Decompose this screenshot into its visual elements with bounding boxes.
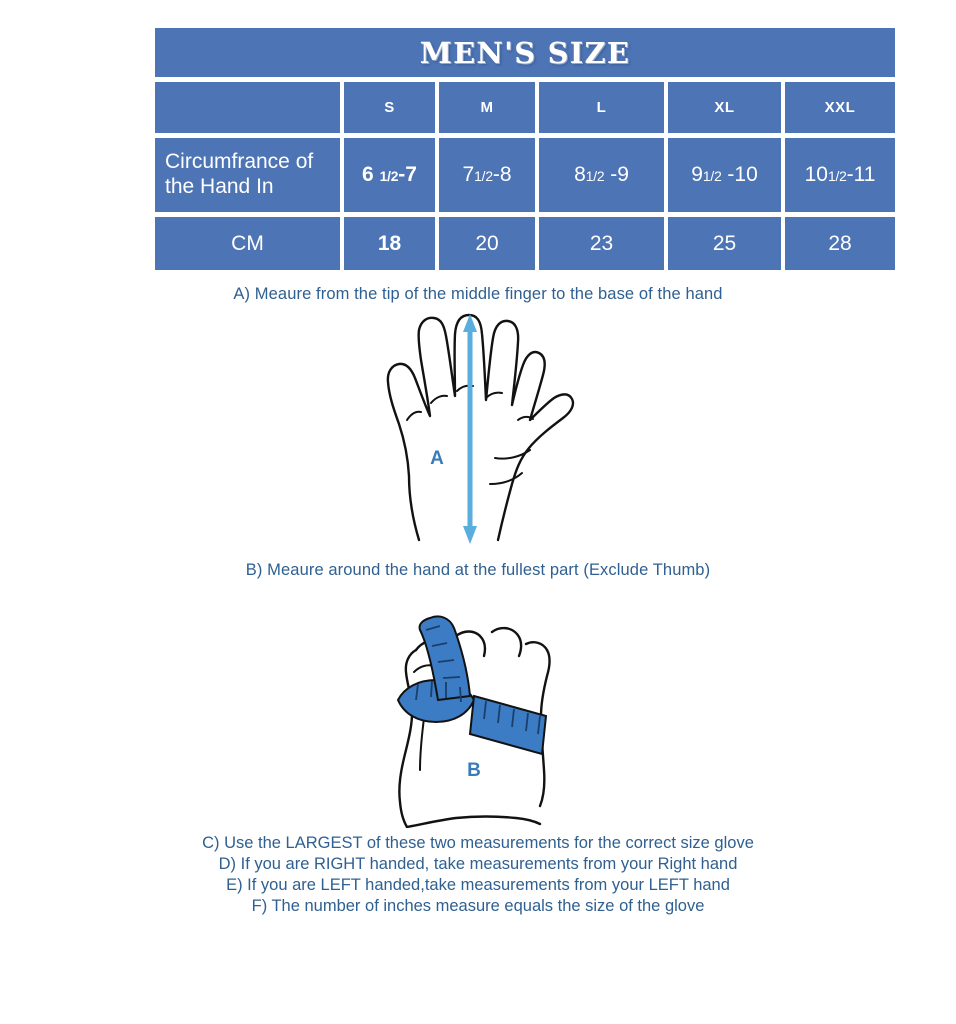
- cell-inches-s-frac: 1/2: [379, 168, 399, 184]
- cell-inches-l-rest: -9: [604, 163, 629, 186]
- cell-inches-xl-rest: -10: [721, 163, 758, 186]
- cell-cm-m: 20: [439, 217, 535, 270]
- cell-inches-s-whole: 6: [362, 163, 374, 186]
- cell-inches-xxl-whole: 10: [804, 163, 828, 186]
- tape-tail-upper: [418, 615, 472, 702]
- hand-outline-path: [386, 313, 575, 542]
- instruction-f: F) The number of inches measure equals t…: [251, 897, 705, 915]
- hand-circumference-svg: B: [396, 615, 551, 829]
- diagram-b-label: B: [467, 760, 481, 781]
- fist-knuckle-middle: [490, 626, 523, 658]
- table-title-row: MEN'S SIZE: [155, 28, 896, 77]
- tape-ticks-tail: [425, 625, 461, 679]
- tape-ticks-right: [483, 700, 541, 735]
- size-chart-table-wrapper: MEN'S SIZE S M L XL XXL Circumfrance of t…: [155, 28, 896, 270]
- cell-inches-m-whole: 7: [462, 163, 475, 186]
- row-label-line1: Circumfrance of: [165, 150, 314, 174]
- table-row-circumference: Circumfrance of the Hand In 6 1/2-7 71/2-…: [155, 138, 896, 212]
- hand-circumference-diagram: B: [378, 588, 588, 829]
- page-title: MEN'S SIZE: [155, 28, 896, 77]
- fold-c: [419, 717, 425, 771]
- header-cell-blank: [155, 82, 340, 133]
- cell-inches-xl: 91/2 -10: [668, 138, 781, 212]
- arrow-head-bottom: [463, 526, 477, 544]
- hand-length-diagram: A: [378, 308, 588, 553]
- row-label-line2: the Hand In: [165, 175, 274, 198]
- cell-inches-xxl: 101/2-11: [785, 138, 896, 212]
- crease-pinky: [406, 410, 422, 421]
- crease-palm: [489, 472, 523, 485]
- tape-ticks-left: [415, 680, 462, 703]
- fist-bottom-edge: [405, 815, 542, 829]
- row-label-circumference: Circumfrance of the Hand In: [155, 138, 340, 212]
- header-cell-xxl: XXL: [785, 82, 896, 133]
- instruction-c: C) Use the LARGEST of these two measurem…: [202, 834, 754, 852]
- hand-length-svg: A: [386, 313, 575, 544]
- cell-cm-s: 18: [344, 217, 435, 270]
- measuring-tape: [396, 615, 548, 756]
- cell-inches-l-frac: 1/2: [585, 168, 605, 184]
- arrow-head-top: [463, 314, 477, 332]
- tape-band-right: [468, 694, 548, 756]
- header-cell-xl: XL: [668, 82, 781, 133]
- cell-inches-l-whole: 8: [574, 163, 586, 186]
- instruction-list: C) Use the LARGEST of these two measurem…: [0, 833, 956, 917]
- row-label-cm: CM: [155, 217, 340, 270]
- cell-cm-l: 23: [539, 217, 664, 270]
- size-chart-table: MEN'S SIZE S M L XL XXL Circumfrance of t…: [151, 23, 899, 275]
- cell-inches-s-rest: -7: [398, 163, 417, 186]
- cell-inches-m: 71/2-8: [439, 138, 535, 212]
- fist-knuckle-ring: [454, 630, 487, 658]
- cell-inches-xl-whole: 9: [691, 163, 703, 186]
- table-row-cm: CM 18 20 23 25 28: [155, 217, 896, 270]
- header-cell-s: S: [344, 82, 435, 133]
- instruction-e: E) If you are LEFT handed,take measureme…: [226, 876, 730, 894]
- table-header-row: S M L XL XXL: [155, 82, 896, 133]
- header-cell-m: M: [439, 82, 535, 133]
- fist-left-edge: [398, 648, 418, 829]
- open-hand-outline: [386, 313, 575, 542]
- cell-cm-xxl: 28: [785, 217, 896, 270]
- instruction-b: B) Meaure around the hand at the fullest…: [245, 561, 711, 579]
- measurement-arrow-a: [463, 314, 477, 544]
- header-cell-l: L: [539, 82, 664, 133]
- crease-thumb-top: [517, 415, 534, 421]
- finger-crease-marks: [406, 384, 534, 485]
- crease-thumb-base: [494, 449, 531, 460]
- diagram-a-label: A: [430, 448, 444, 469]
- cell-inches-xxl-rest: -11: [846, 163, 876, 186]
- cell-inches-xxl-frac: 1/2: [827, 168, 847, 184]
- cell-inches-m-rest: -8: [492, 163, 512, 186]
- instruction-d: D) If you are RIGHT handed, take measure…: [218, 855, 738, 873]
- instruction-a: A) Meaure from the tip of the middle fin…: [233, 285, 723, 303]
- cell-inches-xl-frac: 1/2: [702, 168, 722, 184]
- cell-inches-s: 6 1/2-7: [344, 138, 435, 212]
- cell-inches-l: 81/2 -9: [539, 138, 664, 212]
- crease-index: [485, 391, 503, 399]
- cell-cm-xl: 25: [668, 217, 781, 270]
- cell-inches-m-frac: 1/2: [474, 168, 493, 184]
- crease-ring: [430, 394, 448, 404]
